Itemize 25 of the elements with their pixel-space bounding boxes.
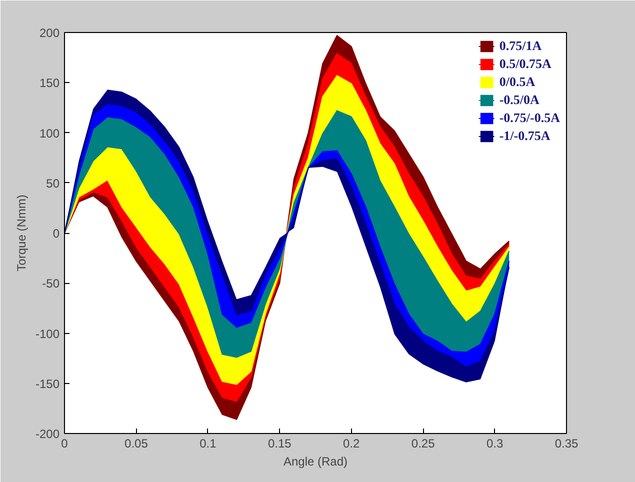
- legend-label: -0.5/0A: [499, 92, 540, 108]
- y-tick-label: -100: [35, 326, 60, 341]
- y-tick-label: 0: [52, 226, 60, 240]
- x-tick-label: 0.3: [486, 436, 504, 450]
- legend-label: 0.5/0.75A: [499, 56, 552, 72]
- y-tick-label: -50: [42, 276, 60, 291]
- x-tick-label: 0: [61, 436, 68, 450]
- legend-label: -0.75/-0.5A: [499, 110, 560, 126]
- legend-label: -1/-0.75A: [499, 128, 550, 144]
- y-tick-label: 200: [39, 26, 60, 40]
- y-tick-label: 50: [46, 176, 60, 190]
- y-tick-label: 100: [39, 126, 60, 140]
- y-tick-label: -150: [35, 376, 60, 391]
- legend-label: 0.75/1A: [499, 38, 542, 54]
- y-tick-label: -200: [35, 427, 60, 441]
- y-axis-title: Torque (Nmm): [14, 194, 28, 272]
- x-tick-label: 0.15: [268, 436, 292, 450]
- x-tick-label: 0.35: [554, 436, 579, 450]
- x-tick-label: 0.1: [200, 436, 217, 450]
- x-tick-label: 0.2: [343, 436, 360, 450]
- x-tick-label: 0.25: [411, 436, 436, 450]
- legend-label: 0/0.5A: [499, 74, 536, 90]
- y-tick-label: 150: [39, 76, 60, 90]
- x-tick-label: 0.05: [124, 436, 148, 450]
- x-axis-title: Angle (Rad): [283, 454, 348, 468]
